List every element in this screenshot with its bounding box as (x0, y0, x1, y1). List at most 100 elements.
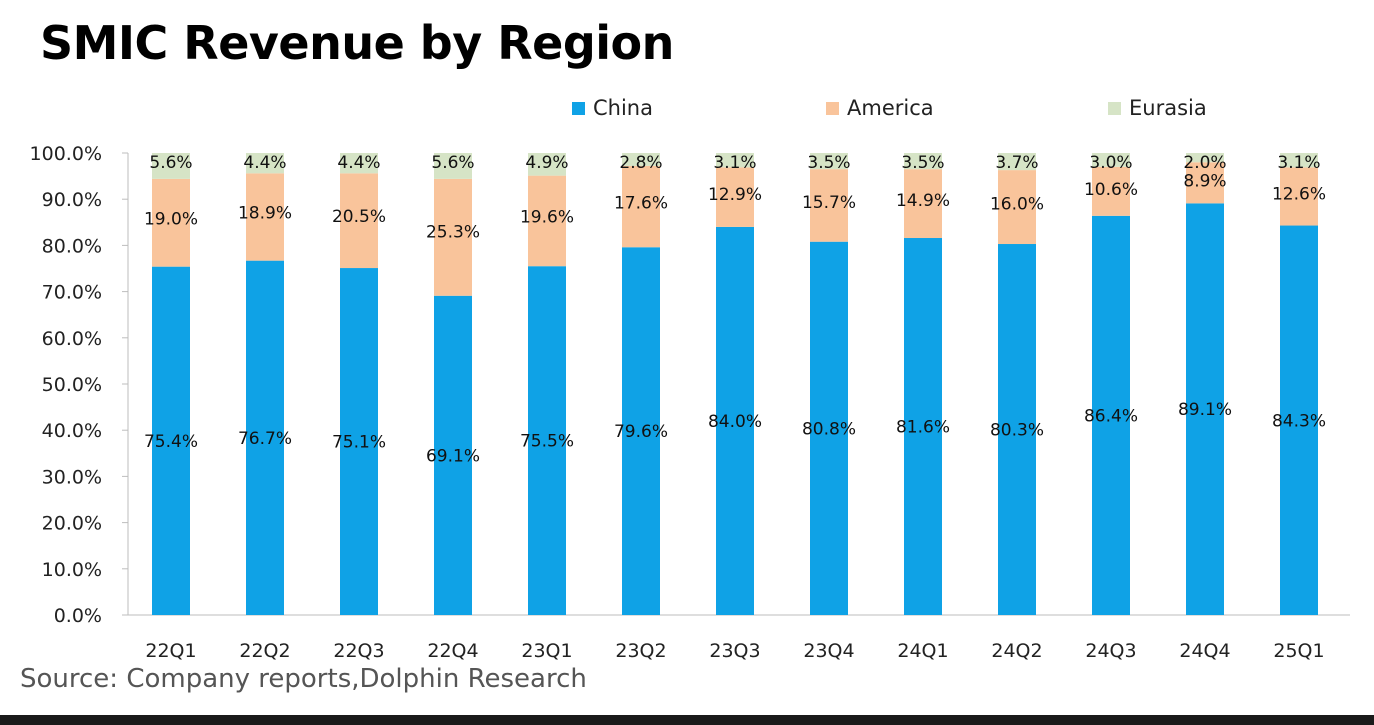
x-tick-label: 22Q4 (427, 640, 478, 660)
y-tick-label: 50.0% (42, 374, 102, 396)
legend-item-eurasia: Eurasia (1108, 96, 1207, 120)
bar-segment-eurasia (1280, 153, 1318, 168)
bar-segment-china (246, 260, 284, 615)
bar-segment-china (622, 247, 660, 616)
x-tick-label: 23Q2 (615, 640, 666, 660)
x-tick-label: 24Q4 (1179, 640, 1230, 660)
data-label-china: 84.0% (708, 412, 762, 432)
legend-label: China (593, 96, 653, 120)
data-label-america: 20.5% (332, 207, 386, 227)
data-label-eurasia: 3.5% (807, 153, 850, 173)
legend-item-america: America (826, 96, 934, 120)
y-tick-label: 80.0% (42, 235, 102, 257)
data-label-america: 19.0% (144, 209, 198, 229)
x-tick-label: 22Q1 (145, 640, 196, 660)
bar-segment-china (904, 238, 942, 615)
legend: China America Eurasia (0, 96, 1374, 124)
data-label-america: 8.9% (1183, 172, 1226, 192)
data-label-china: 75.5% (520, 432, 574, 452)
bar-segment-eurasia (998, 153, 1036, 171)
x-tick-label: 23Q1 (521, 640, 572, 660)
bar-segment-eurasia (340, 153, 378, 174)
bar-segment-america (904, 169, 942, 239)
data-label-eurasia: 4.9% (525, 153, 568, 173)
bar-segment-eurasia (528, 153, 566, 176)
bar-segment-china (716, 226, 754, 616)
data-label-china: 76.7% (238, 429, 292, 449)
data-label-america: 12.6% (1272, 185, 1326, 205)
x-tick-label: 23Q4 (803, 640, 854, 660)
y-tick-label: 90.0% (42, 189, 102, 211)
data-label-eurasia: 3.7% (995, 153, 1038, 173)
data-label-america: 15.7% (802, 193, 856, 213)
bar-segment-america (998, 170, 1036, 245)
legend-label: America (847, 96, 934, 120)
x-tick-label: 24Q3 (1085, 640, 1136, 660)
y-tick-label: 100.0% (30, 143, 102, 165)
bar-segment-china (1092, 215, 1130, 615)
bar-segment-china (340, 268, 378, 615)
y-tick-label: 0.0% (54, 605, 102, 627)
bar-segment-eurasia (246, 153, 284, 174)
data-label-china: 84.3% (1272, 411, 1326, 431)
y-tick-label: 60.0% (42, 328, 102, 350)
bar-segment-china (152, 266, 190, 615)
data-label-america: 19.6% (520, 207, 574, 227)
data-label-eurasia: 4.4% (337, 153, 380, 173)
bar-segment-america (622, 165, 660, 248)
bar-segment-eurasia (1092, 153, 1130, 167)
x-tick-label: 23Q3 (709, 640, 760, 660)
data-label-china: 80.3% (990, 421, 1044, 441)
data-label-china: 75.4% (144, 432, 198, 452)
y-tick-label: 20.0% (42, 513, 102, 535)
bar-segment-china (998, 244, 1036, 615)
bar-segment-china (1186, 203, 1224, 615)
data-label-eurasia: 3.5% (901, 153, 944, 173)
stacked-bar-chart: 0.0% 10.0% 20.0% 30.0% 40.0% 50.0% 60.0% 70.0% 8… (30, 143, 1350, 660)
x-tick-label: 22Q3 (333, 640, 384, 660)
y-tick-label: 30.0% (42, 466, 102, 488)
x-tick-label: 22Q2 (239, 640, 290, 660)
bar-segment-eurasia (622, 153, 660, 166)
bar-segment-china (1280, 225, 1318, 615)
bar-segment-eurasia (152, 153, 190, 179)
bar-segment-china (810, 241, 848, 616)
legend-swatch (1108, 101, 1121, 115)
bar-segment-america (246, 173, 284, 261)
data-label-eurasia: 2.8% (619, 153, 662, 173)
y-tick-label: 70.0% (42, 282, 102, 304)
data-label-eurasia: 3.1% (713, 153, 756, 173)
data-label-eurasia: 5.6% (149, 153, 192, 173)
bar-segment-china (434, 295, 472, 615)
x-tick-label: 24Q1 (897, 640, 948, 660)
legend-swatch (572, 101, 585, 115)
chart-title: SMIC Revenue by Region (40, 16, 674, 70)
bottom-rule (0, 715, 1374, 725)
data-label-china: 86.4% (1084, 406, 1138, 426)
bar-segment-eurasia (810, 153, 848, 170)
data-label-china: 69.1% (426, 446, 480, 466)
bar-segment-eurasia (716, 153, 754, 168)
data-label-eurasia: 2.0% (1183, 153, 1226, 173)
data-label-china: 79.6% (614, 422, 668, 442)
bar-segment-america (434, 178, 472, 296)
data-label-america: 17.6% (614, 194, 668, 214)
data-label-eurasia: 3.1% (1277, 153, 1320, 173)
bar-segment-eurasia (904, 153, 942, 170)
bar-segment-eurasia (1186, 153, 1224, 163)
legend-swatch (826, 101, 839, 115)
data-label-america: 10.6% (1084, 180, 1138, 200)
data-label-china: 75.1% (332, 433, 386, 453)
data-label-china: 80.8% (802, 419, 856, 439)
source-note: Source: Company reports,Dolphin Research (20, 664, 587, 694)
bar-segment-america (152, 178, 190, 267)
x-tick-label: 25Q1 (1273, 640, 1324, 660)
bar-segment-america (810, 169, 848, 242)
data-label-america: 18.9% (238, 204, 292, 224)
legend-label: Eurasia (1129, 96, 1207, 120)
data-label-eurasia: 3.0% (1089, 153, 1132, 173)
bar-segment-america (340, 173, 378, 269)
y-tick-label: 40.0% (42, 420, 102, 442)
y-tick-label: 10.0% (42, 559, 102, 581)
bar-segment-america (1280, 167, 1318, 226)
